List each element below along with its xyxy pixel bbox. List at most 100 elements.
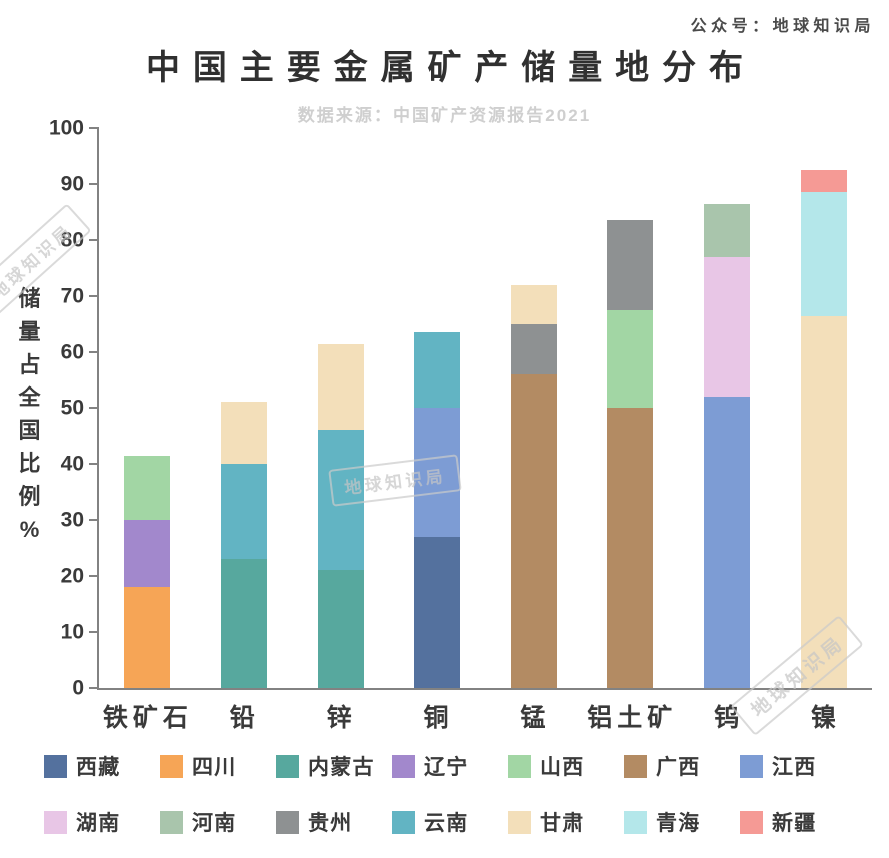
legend-swatch [276,754,299,778]
x-axis-label: 铝土矿 [587,704,678,732]
stacked-bar [800,128,847,688]
legend-swatch [508,810,531,834]
bar-segment [414,536,461,688]
legend-swatch [392,754,415,778]
y-axis-title: 储量占全国比例 % [17,282,42,546]
legend-label: 江西 [772,756,817,779]
legend-item: 新疆 [740,808,856,836]
y-tick-label: 10 [60,620,84,644]
x-axis-label: 铜 [423,704,454,732]
y-tick-label: 50 [60,396,84,420]
y-tick-mark [89,519,99,521]
bar-slot [196,128,293,688]
bar-segment [704,256,751,397]
bar-segment [510,324,557,375]
bar-segment [800,170,847,193]
y-tick-mark [89,631,99,633]
legend-item: 山西 [508,752,624,780]
legend-swatch [160,810,183,834]
legend-swatch [276,810,299,834]
x-axis-label: 铁矿石 [102,704,193,732]
legend-label: 广西 [656,756,701,779]
legend-label: 西藏 [76,756,121,779]
y-tick-mark [89,687,99,689]
y-tick-mark [89,295,99,297]
chart-title: 中国主要金属矿产储量地分布 [145,49,756,87]
legend-label: 青海 [656,812,701,835]
x-axis-label: 铅 [229,704,260,732]
bar-segment [414,408,461,537]
y-tick-label: 70 [60,284,84,308]
legend-label: 内蒙古 [308,756,375,779]
legend-item: 甘肃 [508,808,624,836]
bar-segment [124,587,171,688]
bar-slot [582,128,679,688]
legend-item: 河南 [160,808,276,836]
stacked-bar [607,128,654,688]
bar-segment [704,203,751,257]
y-tick-mark [89,127,99,129]
y-tick-mark [89,407,99,409]
stacked-bar [510,128,557,688]
y-tick-label: 30 [60,508,84,532]
legend-item: 江西 [740,752,856,780]
y-tick-mark [89,575,99,577]
bar-segment [510,374,557,688]
bar-segment [607,408,654,688]
legend-label: 四川 [192,756,237,779]
legend-swatch [44,810,67,834]
x-axis-label: 镍 [811,704,842,732]
stacked-bar [414,128,461,688]
bar-slot [292,128,389,688]
chart-subtitle: 数据来源：中国矿产资源报告2021 [297,106,592,125]
bar-slot [486,128,583,688]
legend: 西藏 四川 内蒙古 辽宁 山西 广西 江西 湖南 河南 贵州 云南 甘肃 青海 新疆 [44,752,856,858]
legend-label: 河南 [192,812,237,835]
legend-item: 云南 [392,808,508,836]
bar-segment [220,559,267,688]
legend-item: 广西 [624,752,740,780]
legend-item: 四川 [160,752,276,780]
legend-swatch [508,754,531,778]
bar-segment [317,430,364,571]
account-label: 公众号：地球知识局 [690,18,875,35]
bar-segment [124,455,171,521]
bar-segment [800,315,847,688]
y-tick-label: 0 [72,676,84,700]
bar-segment [124,520,171,588]
bar-slot [775,128,872,688]
legend-label: 贵州 [308,812,353,835]
bar-segment [414,332,461,409]
y-tick-label: 80 [60,228,84,252]
y-tick-label: 20 [60,564,84,588]
y-tick-mark [89,239,99,241]
bar-segment [317,570,364,688]
legend-label: 湖南 [76,812,121,835]
legend-swatch [624,754,647,778]
legend-label: 云南 [424,812,469,835]
y-tick-label: 40 [60,452,84,476]
stacked-bar [124,128,171,688]
bar-segment [510,284,557,325]
legend-label: 山西 [540,756,585,779]
y-tick-label: 90 [60,172,84,196]
x-axis-label: 钨 [714,704,745,732]
legend-item: 内蒙古 [276,752,392,780]
y-tick-mark [89,463,99,465]
x-axis-label: 锌 [326,704,357,732]
y-axis-unit: % [19,517,40,542]
y-tick-mark [89,351,99,353]
legend-swatch [740,810,763,834]
bar-slot [389,128,486,688]
bar-segment [704,396,751,688]
plot-area: 0 10 20 30 40 50 60 70 80 90 100 [49,118,872,699]
x-axis-label: 锰 [520,704,551,732]
y-tick-mark [89,183,99,185]
stacked-bar [704,128,751,688]
bar-segment [317,343,364,431]
legend-label: 新疆 [772,812,817,835]
legend-item: 青海 [624,808,740,836]
stacked-bar [220,128,267,688]
stacked-bar [317,128,364,688]
